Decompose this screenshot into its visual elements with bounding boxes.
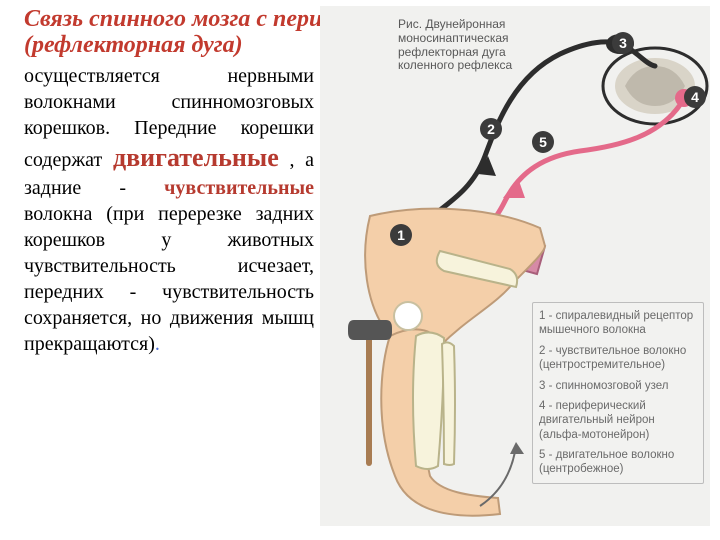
body-text: осуществляется нервными волокнами спинно…: [24, 63, 314, 357]
figure-marker-1: 1: [390, 224, 412, 246]
body-post: волокна (при перерезке задних корешков у…: [24, 203, 314, 355]
figure-marker-2: 2: [480, 118, 502, 140]
legend-item: 2 - чувствительное волокно (центростреми…: [539, 344, 697, 373]
figure-marker-5: 5: [532, 131, 554, 153]
term-motor: двигательные: [113, 143, 279, 172]
figure-marker-3: 3: [612, 32, 634, 54]
figure-marker-4: 4: [684, 86, 706, 108]
figure-caption: Рис. Двунейронная моносинаптическая рефл…: [398, 18, 558, 73]
legend-item: 5 - двигательное волокно (центробежное): [539, 448, 697, 477]
term-sensory: чувствительные: [164, 177, 314, 199]
legend-item: 4 - периферический двигательный нейрон (…: [539, 399, 697, 442]
legend-item: 1 - спиралевидный рецептор мышечного вол…: [539, 309, 697, 338]
figure-legend: 1 - спиралевидный рецептор мышечного вол…: [532, 302, 704, 484]
body-period: .: [155, 333, 160, 355]
legend-item: 3 - спинномозговой узел: [539, 379, 697, 393]
reflex-arc-figure: Рис. Двунейронная моносинаптическая рефл…: [320, 6, 710, 526]
